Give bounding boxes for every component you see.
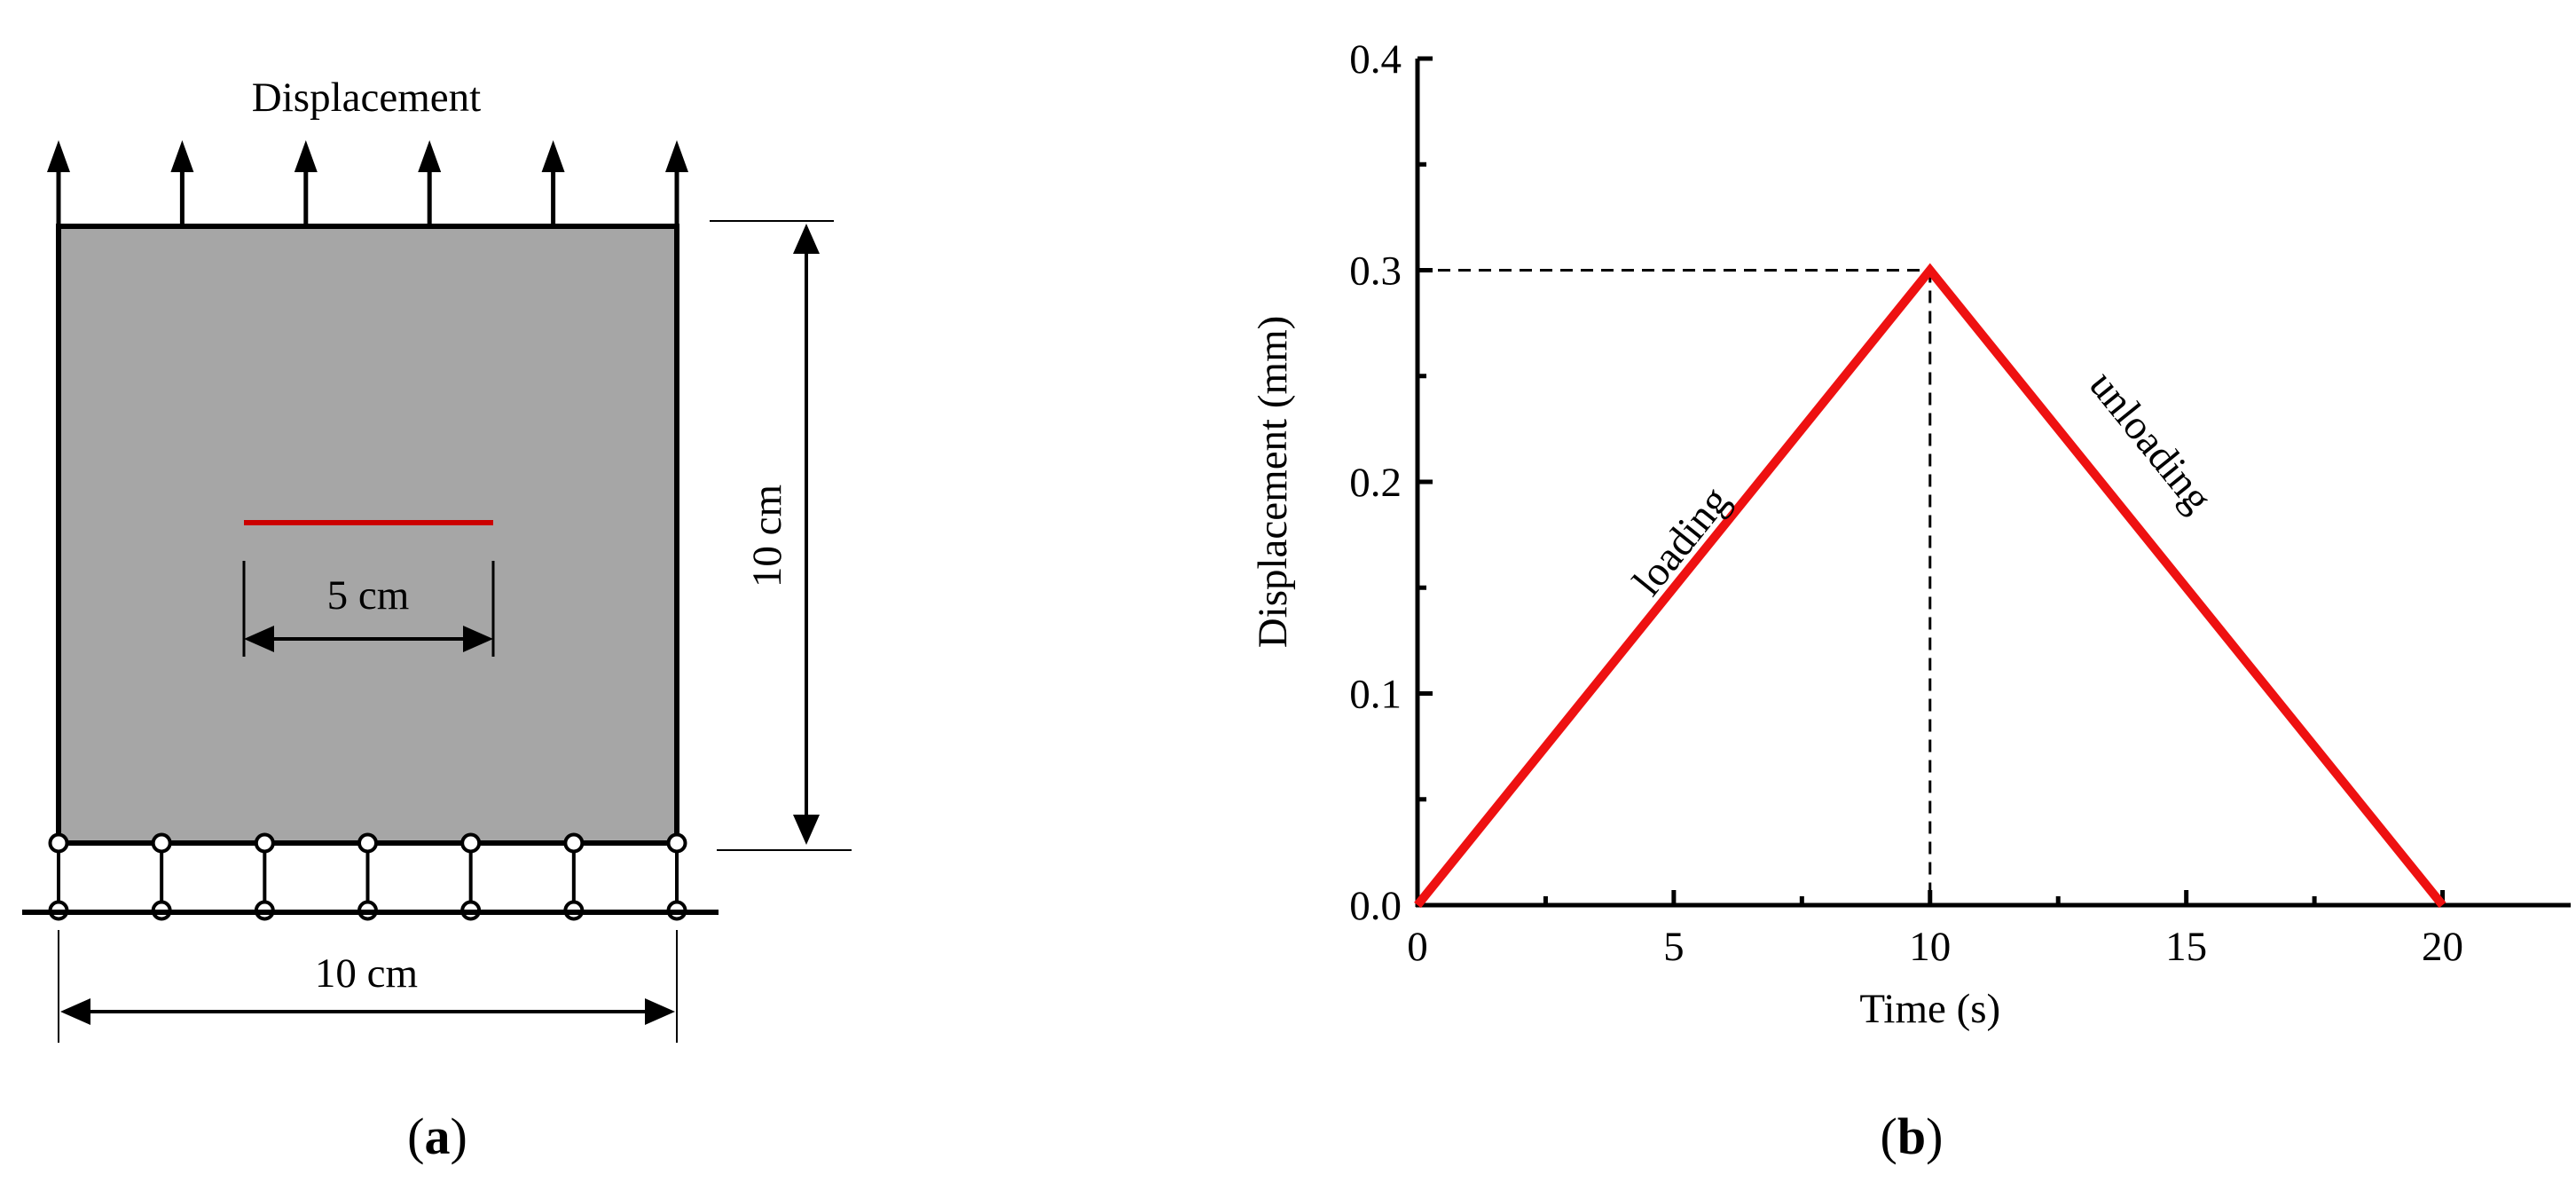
displacement-curve: [1414, 263, 2446, 909]
y-tick-label: 0.1: [1349, 672, 1402, 718]
width-label: 10 cm: [315, 950, 418, 997]
displacement-arrowhead: [418, 140, 442, 172]
x-tick-label: 20: [2422, 924, 2463, 970]
x-tick-label: 15: [2165, 924, 2207, 970]
peak-guide-lines: [1418, 269, 1932, 905]
roller-hinge-top: [666, 832, 687, 854]
roller-hinge-top: [151, 832, 172, 854]
displacement-arrowhead: [170, 140, 194, 172]
height-dimension: 10 cm: [710, 220, 852, 851]
x-axis-title: Time (s): [1859, 986, 2000, 1032]
displacement-arrowhead: [47, 140, 70, 172]
y-tick-label: 0.2: [1349, 460, 1402, 506]
axes: [1415, 59, 2571, 908]
crack-dimension: 5 cm: [242, 561, 495, 657]
plate: [56, 224, 679, 846]
y-tick-label: 0.3: [1349, 248, 1402, 295]
caption-a: (a): [407, 1107, 467, 1165]
x-tick-label: 5: [1663, 924, 1685, 970]
roller-hinge-top: [254, 832, 275, 854]
y-axis-title: Displacement (mm): [1250, 316, 1296, 649]
displacement-arrowhead: [294, 140, 318, 172]
loading-annotation: loading: [1624, 478, 1739, 604]
displacement-arrowhead: [665, 140, 688, 172]
x-tick-label: 0: [1407, 924, 1428, 970]
series: [1414, 263, 2446, 909]
panel-b-chart: 0.0 0.1 0.2 0.3 0.4 0 5 10 15 20 loading unloadin…: [1250, 36, 2571, 1165]
axis-ticks: 0.0 0.1 0.2 0.3 0.4 0 5 10 15 20: [1349, 36, 2463, 970]
panel-a-schematic: Displacement 5 cm 10 cm: [22, 75, 852, 1165]
roller-hinge-top: [460, 832, 482, 854]
y-tick-label: 0.0: [1349, 883, 1402, 929]
crack-length-label: 5 cm: [327, 572, 410, 619]
unloading-annotation: unloading: [2080, 362, 2221, 521]
roller-hinge-top: [48, 832, 69, 854]
x-tick-label: 10: [1909, 924, 1951, 970]
width-dimension: 10 cm: [58, 930, 678, 1043]
height-label: 10 cm: [744, 485, 790, 587]
displacement-arrows: [47, 140, 688, 224]
displacement-label: Displacement: [252, 75, 481, 121]
roller-hinge-top: [357, 832, 378, 854]
displacement-arrowhead: [541, 140, 565, 172]
roller-supports: [48, 832, 687, 921]
y-tick-label: 0.4: [1349, 36, 1402, 83]
roller-hinge-top: [563, 832, 585, 854]
caption-b: (b): [1881, 1107, 1944, 1165]
